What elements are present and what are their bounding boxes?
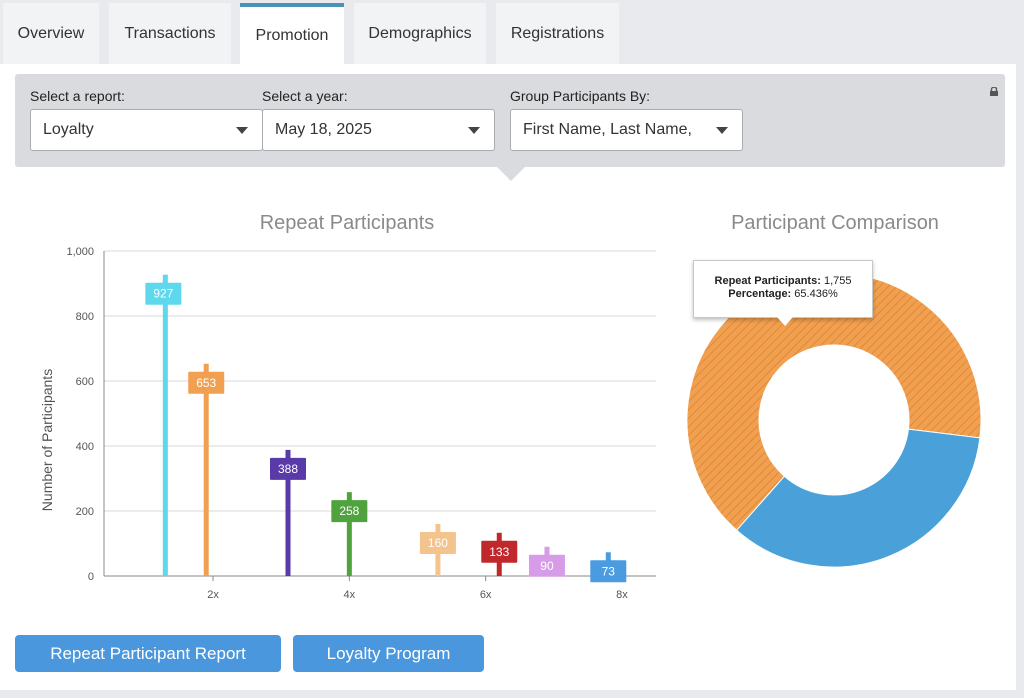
y-tick-label: 0	[88, 571, 94, 583]
data-label: 258	[339, 504, 359, 518]
tab-overview[interactable]: Overview	[3, 3, 99, 64]
pie-slice-repeat-participants[interactable]	[686, 278, 982, 531]
tooltip-percentage-line: Percentage: 65.436%	[694, 288, 872, 301]
tab-demographics[interactable]: Demographics	[354, 3, 486, 64]
data-label-box	[188, 371, 225, 394]
data-label-box	[419, 532, 456, 554]
tooltip-series-line: Repeat Participants: 1,755	[694, 275, 872, 288]
tooltip-series-value: 1,755	[823, 275, 852, 287]
report-select-value: Loyalty	[43, 121, 94, 138]
data-label-box	[145, 282, 182, 305]
tooltip-series-label: Repeat Participants:	[714, 275, 821, 287]
x-tick-label: 8x	[616, 589, 628, 601]
group-select-value: First Name, Last Name, Email	[523, 121, 693, 138]
y-tick-label: 1,000	[66, 246, 94, 258]
filter-bar: Select a report: Loyalty Select a year: …	[15, 74, 1005, 181]
repeat-chart-title: Repeat Participants	[259, 212, 435, 234]
tab-transactions[interactable]: Transactions	[109, 3, 231, 64]
participant-comparison-chart	[686, 278, 982, 568]
tooltip-percentage-label: Percentage:	[728, 288, 792, 300]
year-select[interactable]: May 18, 2025	[262, 109, 495, 151]
bar	[162, 274, 168, 576]
pie-slice-other[interactable]	[736, 428, 981, 568]
tab-bar: Overview Transactions Promotion Demograp…	[0, 0, 1024, 64]
y-tick-label: 400	[76, 441, 94, 453]
y-tick-label: 800	[76, 311, 94, 323]
y-tick-label: 200	[76, 506, 94, 518]
data-label-box	[528, 554, 565, 577]
promotion-panel: Select a report: Loyalty Select a year: …	[0, 64, 1016, 690]
data-label: 133	[489, 545, 509, 559]
data-label: 73	[602, 564, 616, 578]
tab-registrations[interactable]: Registrations	[496, 3, 619, 64]
repeat-participant-report-button[interactable]: Repeat Participant Report	[15, 635, 281, 672]
report-select[interactable]: Loyalty	[30, 109, 263, 151]
x-tick-label: 6x	[480, 589, 492, 601]
chevron-down-icon	[236, 127, 248, 134]
group-select-label: Group Participants By:	[510, 88, 651, 104]
x-tick-label: 2x	[207, 589, 219, 601]
year-select-label: Select a year:	[262, 88, 348, 104]
comparison-chart-title: Participant Comparison	[731, 212, 939, 234]
lock-icon[interactable]	[990, 87, 998, 96]
x-tick-label: 4x	[344, 589, 356, 601]
data-label-box	[590, 560, 627, 583]
chevron-down-icon	[716, 127, 728, 134]
chevron-down-icon	[468, 127, 480, 134]
loyalty-program-button[interactable]: Loyalty Program	[293, 635, 484, 672]
year-select-value: May 18, 2025	[275, 121, 372, 138]
data-label: 90	[540, 559, 554, 573]
y-tick-label: 600	[76, 376, 94, 388]
data-label: 927	[153, 287, 173, 301]
data-label-box	[270, 457, 306, 480]
data-label-box	[331, 500, 368, 523]
data-label: 653	[196, 376, 216, 390]
bar	[346, 492, 352, 576]
bar	[203, 363, 209, 576]
data-label: 388	[278, 462, 298, 476]
chart-tooltip: Repeat Participants: 1,755 Percentage: 6…	[693, 260, 873, 326]
tab-promotion[interactable]: Promotion	[240, 3, 344, 64]
tooltip-percentage-value: 65.436%	[794, 288, 838, 300]
bar	[285, 449, 291, 576]
group-select[interactable]: First Name, Last Name, Email	[510, 109, 743, 151]
y-axis-label: Number of Participants	[39, 369, 55, 511]
report-select-label: Select a report:	[30, 88, 125, 104]
data-label: 160	[428, 536, 448, 550]
repeat-participants-chart: 0 200 400 600 800 1,000 2x 4x 6x 8x 927 653 388 258 16…	[39, 246, 656, 601]
data-label-box	[481, 540, 518, 563]
